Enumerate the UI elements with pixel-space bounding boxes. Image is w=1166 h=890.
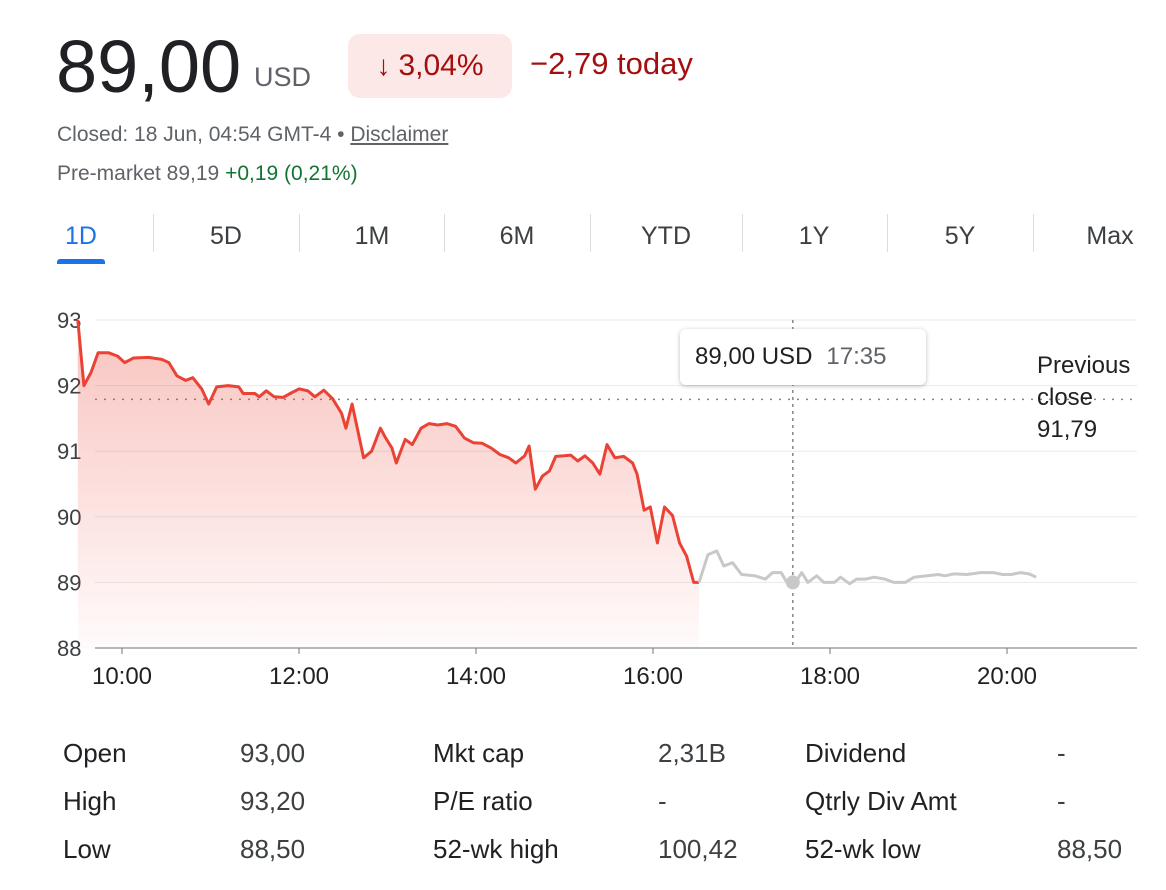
tab-ytd[interactable]: YTD (641, 221, 691, 250)
tab-6m[interactable]: 6M (499, 221, 535, 250)
stat-value: 2,31B (658, 738, 726, 768)
tab-divider (590, 214, 591, 252)
previous-close-text: close (1037, 384, 1094, 411)
stat-label: P/E ratio (433, 786, 533, 816)
premarket-label: Pre-market 89,19 (57, 162, 226, 185)
tab-max[interactable]: Max (1086, 221, 1134, 250)
hover-tooltip: 89,00 USD 17:35 (680, 329, 926, 385)
range-tabs: 1D 5D 1M 6M YTD 1Y 5Y Max (0, 210, 1166, 266)
tooltip-price: 89,00 USD (695, 343, 813, 370)
tab-divider (1033, 214, 1034, 252)
y-tick-label: 90 (57, 505, 81, 530)
current-price: 89,00 (56, 25, 242, 108)
stat-label: 52-wk low (805, 834, 921, 864)
stat-value: 100,42 (658, 834, 738, 864)
stat-label: Qtrly Div Amt (805, 786, 957, 816)
tab-5d[interactable]: 5D (210, 221, 242, 250)
tab-divider (742, 214, 743, 252)
stat-label: High (63, 786, 117, 816)
x-axis: 10:00 12:00 14:00 16:00 18:00 20:00 (92, 648, 1037, 690)
stat-label: Open (63, 738, 127, 768)
tab-1d[interactable]: 1D (65, 221, 97, 250)
stat-value: 88,50 (1057, 834, 1123, 864)
active-tab-indicator (57, 259, 105, 264)
change-percent: 3,04% (398, 49, 484, 82)
price-series-after-hours (697, 549, 1037, 586)
premarket-status: Pre-market 89,19 +0,19 (0,21%) (57, 162, 358, 186)
stat-value: 93,20 (240, 786, 306, 816)
stat-label: 52-wk high (433, 834, 559, 864)
y-tick-label: 91 (57, 439, 81, 464)
tab-divider (444, 214, 445, 252)
y-tick-label: 88 (57, 636, 81, 661)
premarket-change: +0,19 (0,21%) (225, 162, 358, 185)
currency-label: USD (254, 62, 312, 92)
x-tick-label: 12:00 (269, 663, 329, 690)
closed-text: Closed: 18 Jun, 04:54 GMT-4 • (57, 123, 351, 146)
x-tick-label: 10:00 (92, 663, 152, 690)
tab-divider (299, 214, 300, 252)
disclaimer-link[interactable]: Disclaimer (350, 123, 449, 146)
x-tick-label: 20:00 (977, 663, 1037, 690)
tab-1y[interactable]: 1Y (798, 221, 830, 250)
tab-divider (153, 214, 154, 252)
x-tick-label: 16:00 (623, 663, 683, 690)
x-tick-label: 18:00 (800, 663, 860, 690)
stat-value: - (658, 786, 667, 816)
previous-close-value: 91,79 (1037, 416, 1098, 443)
y-tick-label: 92 (57, 374, 81, 399)
tooltip-time: 17:35 (826, 343, 887, 370)
cursor-dot (785, 575, 800, 590)
tab-1m[interactable]: 1M (354, 221, 390, 250)
closed-status: Closed: 18 Jun, 04:54 GMT-4 • Disclaimer (57, 123, 448, 147)
stat-value: - (1057, 738, 1066, 768)
stat-label: Dividend (805, 738, 907, 768)
change-percent-badge: ↓ 3,04% (348, 34, 512, 98)
x-tick-label: 14:00 (446, 663, 506, 690)
change-today: −2,79 today (530, 46, 693, 81)
price-series-regular (76, 319, 699, 584)
arrow-down-icon: ↓ (376, 50, 391, 81)
price-area-fill (77, 320, 700, 648)
y-tick-label: 89 (57, 570, 81, 595)
tab-5y[interactable]: 5Y (944, 221, 976, 250)
stat-value: 88,50 (240, 834, 306, 864)
stat-value: - (1057, 786, 1066, 816)
previous-close-label: Previous close 91,79 (1037, 350, 1157, 446)
stat-label: Low (63, 834, 111, 864)
tab-divider (887, 214, 888, 252)
stat-value: 93,00 (240, 738, 306, 768)
stat-label: Mkt cap (433, 738, 525, 768)
previous-close-text: Previous (1037, 352, 1131, 379)
